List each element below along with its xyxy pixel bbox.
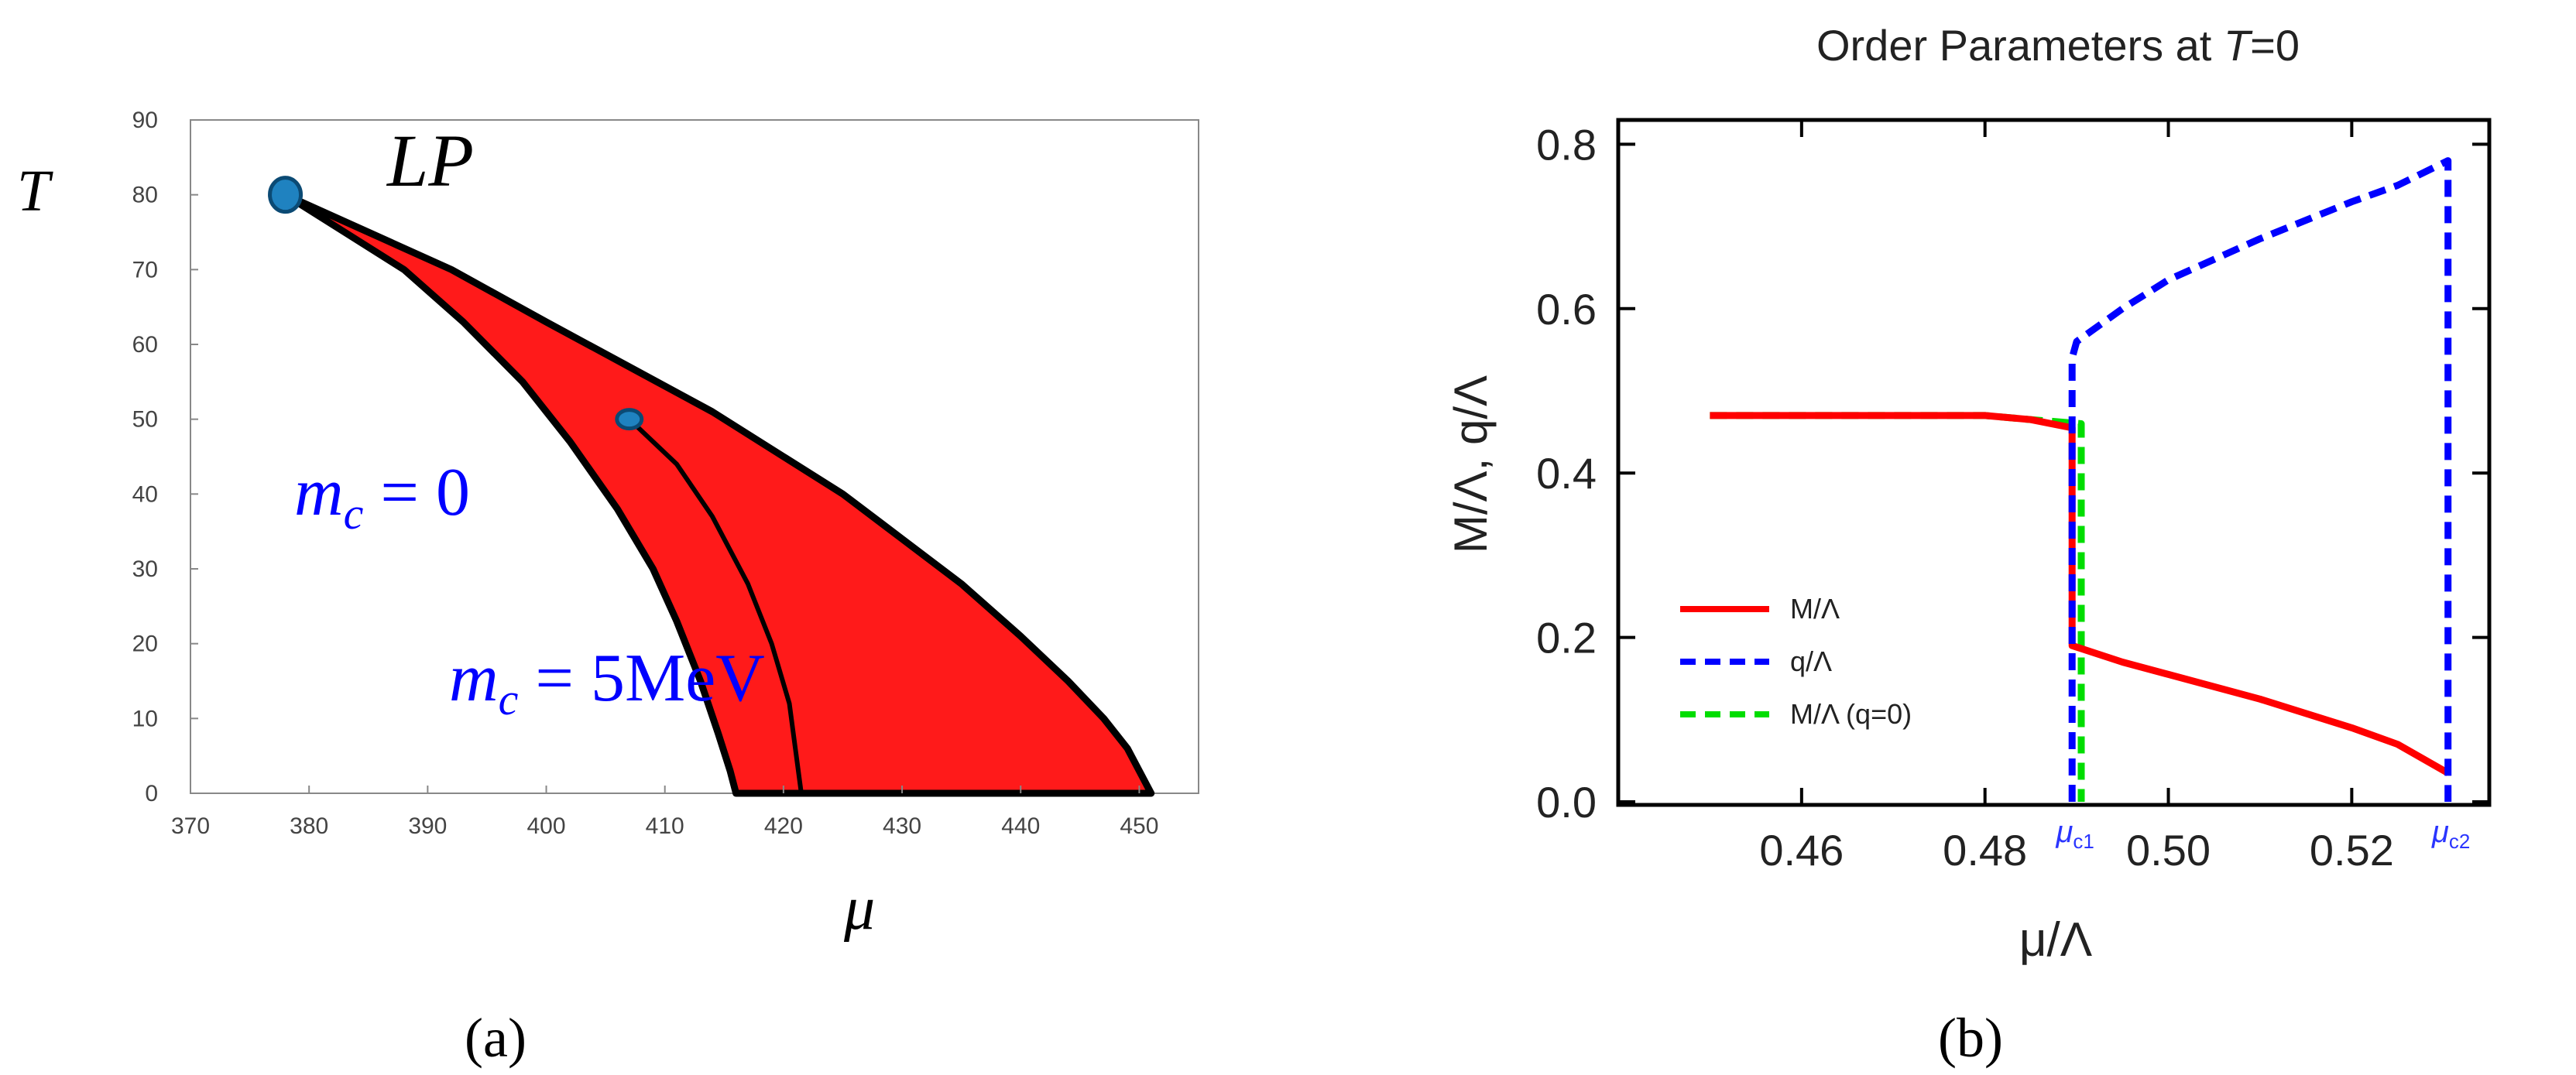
a-y-tick-label: 50 (132, 407, 158, 433)
panel-a-mc5-boundary-line (627, 417, 804, 794)
legend-label: q/Λ (1790, 645, 1832, 677)
panel-a-red-region (282, 191, 1155, 797)
critical-label-2: μc2 (2431, 815, 2470, 853)
panel-b-x-label: μ/Λ (2019, 913, 2093, 967)
panel-a-x-ticks: 370 380 390 400 410 420 430 440 450 (171, 786, 1158, 839)
a-x-tick-label: 420 (764, 813, 803, 839)
a-y-tick-label: 70 (132, 257, 158, 282)
mc0-annotation: mc = 0 (294, 455, 470, 539)
panel-a-x-label: μ (843, 875, 875, 943)
lp-label: LP (386, 119, 474, 202)
b-x-tick-label: 0.48 (1943, 826, 2027, 875)
a-y-tick-label: 90 (132, 108, 158, 133)
b-y-tick-label: 0.2 (1536, 614, 1597, 662)
b-y-tick-label: 0.0 (1536, 778, 1597, 827)
panel-b-order-parameters: Order Parameters at T=0 0.00.20.40.60.80… (1445, 21, 2492, 1069)
a-x-tick-label: 400 (527, 813, 565, 839)
panel-b-caption: (b) (1938, 1007, 2003, 1069)
b-y-tick-label: 0.8 (1536, 120, 1597, 169)
a-y-tick-label: 20 (132, 632, 158, 657)
b-x-tick-label: 0.50 (2126, 826, 2211, 875)
a-x-tick-label: 410 (646, 813, 684, 839)
panel-a-frame (190, 119, 1199, 794)
panel-b-ticks: 0.0 0.2 0.4 0.6 0.8 0.46 0.48 0.50 0.52 (1536, 120, 2489, 875)
mc5-endpoint (615, 408, 644, 431)
a-x-tick-label: 370 (171, 813, 210, 839)
critical-label-1: μc1 (2055, 815, 2094, 853)
a-y-tick-label: 0 (145, 781, 158, 806)
b-y-tick-label: 0.4 (1536, 449, 1597, 498)
panel-a-phase-diagram: 370 380 390 400 410 420 430 440 450 0 10 20 30 40 50 6… (17, 108, 1199, 1069)
panel-b-critical-labels: μc1 μc2 (2055, 815, 2470, 853)
mc5-annotation: mc = 5MeV (449, 641, 765, 724)
b-x-tick-label: 0.52 (2310, 826, 2394, 875)
a-x-tick-label: 430 (883, 813, 921, 839)
panel-b-legend: M/Λ q/Λ M/Λ (q=0) (1680, 593, 1912, 730)
legend-label: M/Λ (q=0) (1790, 698, 1912, 730)
panel-b-title: Order Parameters at T=0 (1816, 21, 2300, 70)
a-x-tick-label: 440 (1001, 813, 1040, 839)
a-y-tick-label: 10 (132, 706, 158, 731)
legend-label: M/Λ (1790, 593, 1840, 625)
a-x-tick-label: 390 (408, 813, 447, 839)
panel-b-y-label: M/Λ, q/Λ (1445, 375, 1497, 553)
panel-a-caption: (a) (465, 1007, 527, 1069)
panel-b-frame (1616, 118, 2492, 807)
panel-a-points (268, 176, 644, 431)
a-y-tick-label: 80 (132, 183, 158, 208)
a-x-tick-label: 450 (1120, 813, 1158, 839)
a-x-tick-label: 380 (290, 813, 328, 839)
b-x-tick-label: 0.46 (1759, 826, 1844, 875)
panel-a-y-label: T (17, 159, 53, 224)
a-y-tick-label: 60 (132, 332, 158, 358)
lp-point (268, 176, 304, 214)
series-line-q (2068, 157, 2452, 802)
series-line-m (1710, 412, 2450, 776)
a-y-tick-label: 30 (132, 556, 158, 582)
b-y-tick-label: 0.6 (1536, 285, 1597, 334)
panel-b-series (1710, 157, 2452, 802)
a-y-tick-label: 40 (132, 481, 158, 507)
panel-a-y-ticks: 0 10 20 30 40 50 60 70 80 90 (132, 108, 198, 806)
